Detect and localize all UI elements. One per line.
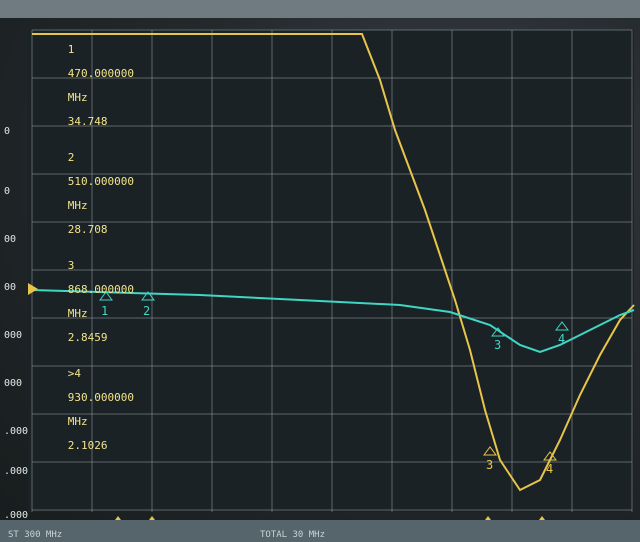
marker-table: 1 470.000000 MHz 34.748 2 510.000000 MHz… bbox=[28, 32, 134, 464]
marker-label-cyan-1: 1 bbox=[101, 304, 108, 318]
y-label-1: 0 bbox=[4, 126, 10, 137]
marker-label-yellow-4: 4 bbox=[546, 462, 553, 476]
y-label-2: 0 bbox=[4, 186, 10, 197]
marker-row-1: 1 470.000000 MHz 34.748 bbox=[28, 32, 134, 140]
marker-row-3: 3 868.000000 MHz 2.8459 bbox=[28, 248, 134, 356]
marker-label-yellow-3: 3 bbox=[486, 458, 493, 472]
y-label-5: 000 bbox=[4, 330, 22, 341]
marker-row-2: 2 510.000000 MHz 28.708 bbox=[28, 140, 134, 248]
status-start: ST 300 MHz bbox=[8, 530, 62, 540]
y-label-8: .000 bbox=[4, 466, 28, 477]
y-label-3: 00 bbox=[4, 234, 16, 245]
y-label-4: 00 bbox=[4, 282, 16, 293]
yellow-markers bbox=[484, 447, 556, 460]
marker-label-cyan-3: 3 bbox=[494, 338, 501, 352]
y-label-6: 000 bbox=[4, 378, 22, 389]
marker-triangle-y3 bbox=[484, 447, 496, 455]
marker-label-cyan-4: 4 bbox=[558, 332, 565, 346]
y-label-7: .000 bbox=[4, 426, 28, 437]
status-span: TOTAL 30 MHz bbox=[260, 530, 325, 540]
marker-row-4: >4 930.000000 MHz 2.1026 bbox=[28, 356, 134, 464]
marker-triangle-4 bbox=[556, 322, 568, 330]
marker-label-cyan-2: 2 bbox=[143, 304, 150, 318]
